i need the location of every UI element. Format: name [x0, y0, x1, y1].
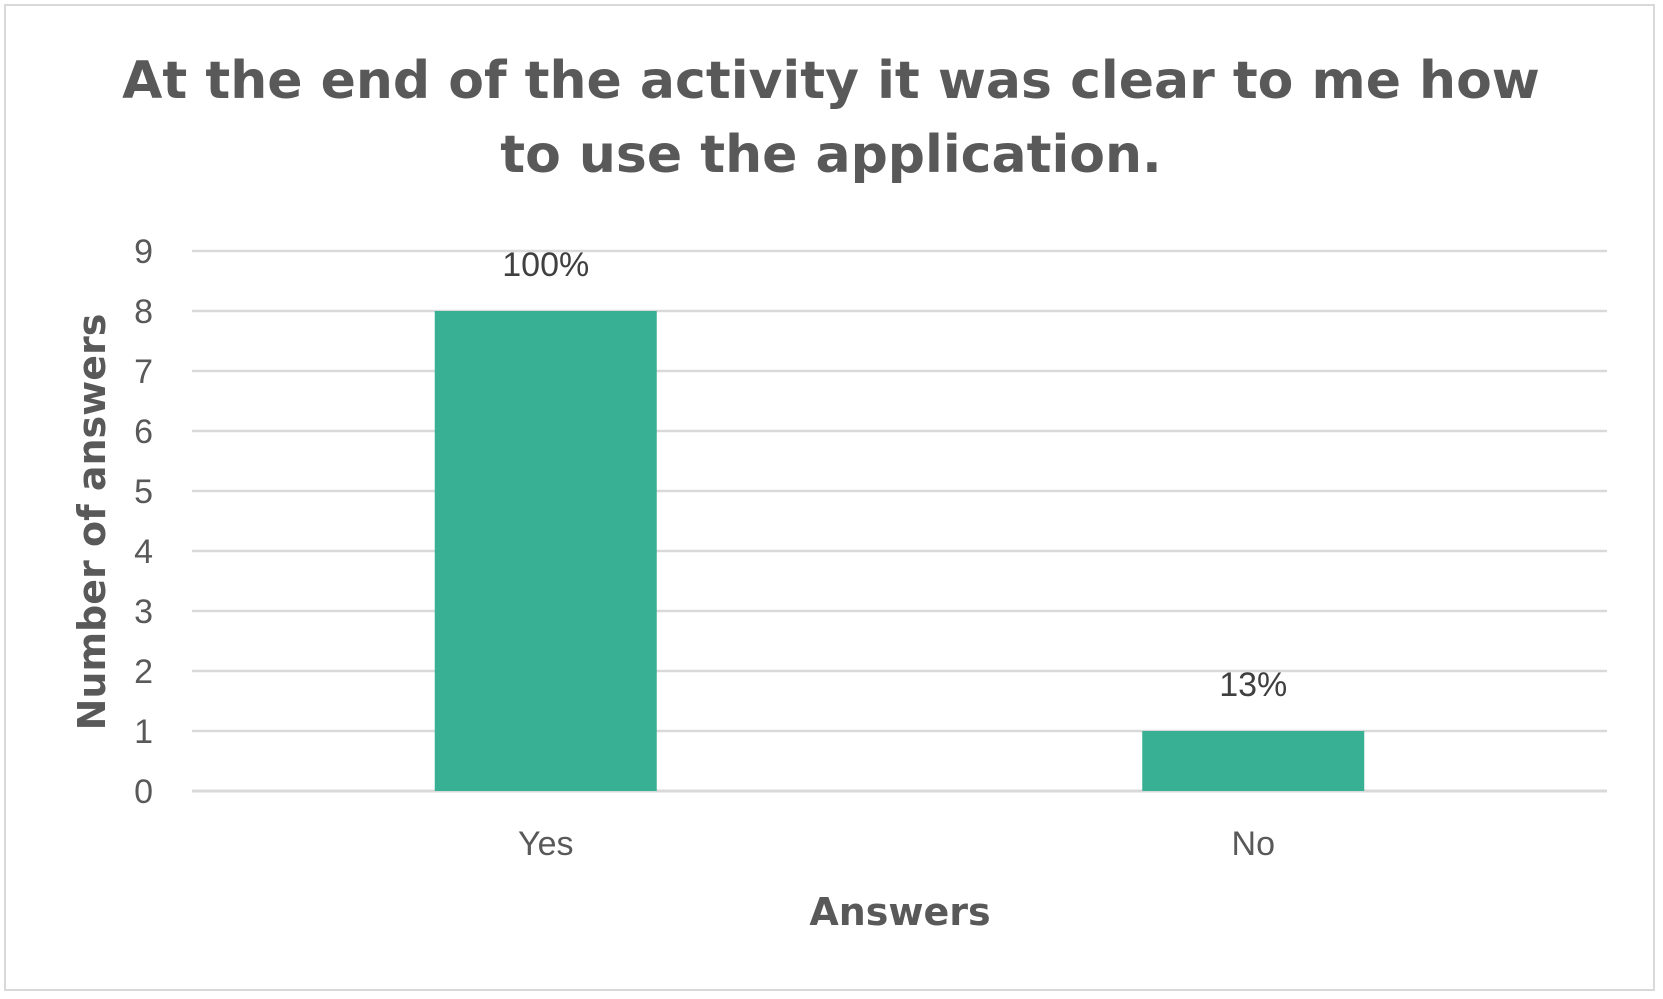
y-axis-title: Number of answers	[70, 314, 114, 731]
data-label: 100%	[502, 246, 589, 284]
y-tick-label: 7	[134, 353, 153, 391]
y-tick-label: 8	[134, 293, 153, 331]
y-tick-label: 1	[134, 713, 153, 751]
x-axis-title: Answers	[809, 890, 990, 934]
y-tick-label: 2	[134, 653, 153, 691]
y-tick-label: 6	[134, 413, 153, 451]
gridlines	[192, 249, 1607, 793]
y-tick-label: 3	[134, 593, 153, 631]
chart-title-line-2: to use the application.	[500, 125, 1162, 185]
y-axis-ticks: 0 1 2 3 4 5 6 7 8 9	[134, 233, 153, 811]
y-tick-label: 0	[134, 773, 153, 811]
data-labels: 100% 13%	[502, 246, 1287, 704]
x-tick-label: Yes	[518, 825, 573, 863]
chart-title-line-1: At the end of the activity it was clear …	[122, 51, 1540, 111]
bar	[434, 311, 657, 791]
x-axis-ticks: Yes No	[518, 825, 1275, 863]
x-tick-label: No	[1232, 825, 1275, 863]
y-tick-label: 5	[134, 473, 153, 511]
y-tick-label: 4	[134, 533, 153, 571]
bar	[1142, 731, 1365, 791]
data-label: 13%	[1219, 666, 1287, 704]
bars	[434, 311, 1365, 791]
y-tick-label: 9	[134, 233, 153, 271]
chart-frame	[4, 4, 1655, 991]
